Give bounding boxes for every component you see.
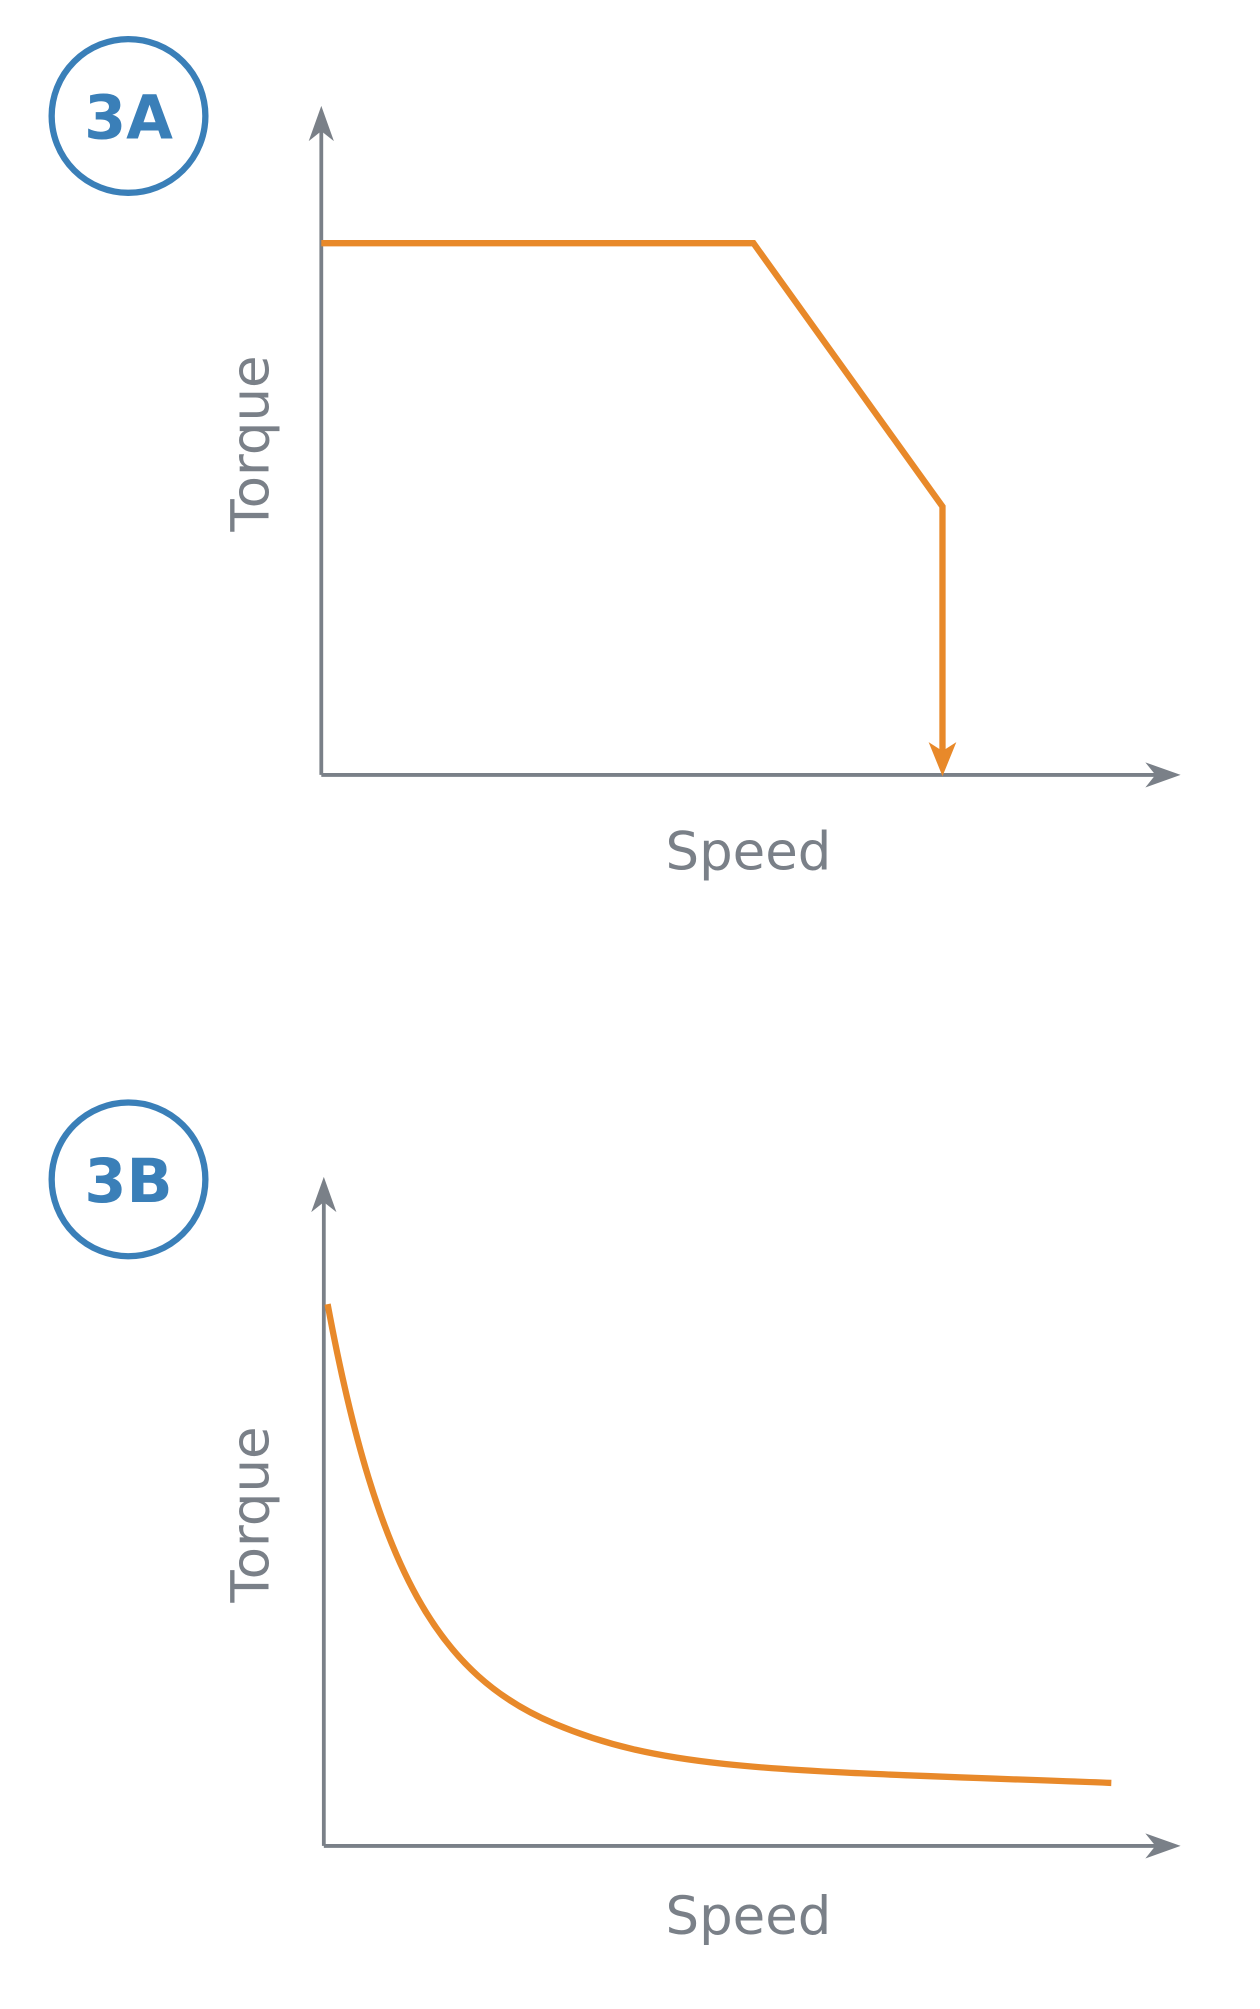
x-axis-label: Speed	[666, 821, 832, 882]
y-axis-label: Torque	[220, 1426, 281, 1603]
panel-label: 3A	[84, 84, 173, 154]
y-axis-label: Torque	[220, 355, 281, 532]
curve-arrow	[928, 742, 957, 777]
x-axis-arrow	[1145, 762, 1181, 788]
panel-badge	[48, 1099, 209, 1260]
panel-b: 3B Torque Speed	[48, 1099, 1181, 1947]
panel-label: 3B	[84, 1147, 172, 1217]
x-axis-arrow	[1145, 1833, 1181, 1859]
y-axis-arrow	[311, 1176, 337, 1213]
torque-curve	[321, 240, 946, 754]
x-axis-label: Speed	[666, 1886, 832, 1947]
torque-curve	[324, 1303, 1112, 1787]
y-axis-arrow	[308, 105, 334, 142]
panel-a: 3A Torque Speed	[48, 35, 1181, 882]
panel-badge	[48, 35, 209, 196]
